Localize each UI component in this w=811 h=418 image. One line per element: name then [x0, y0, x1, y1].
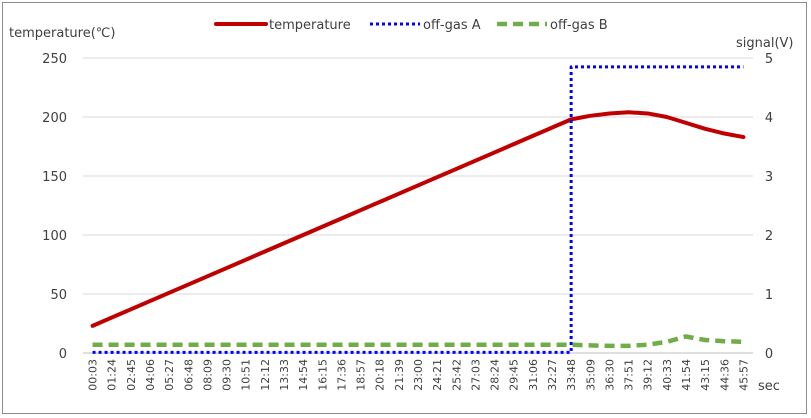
x-axis-tick-label: 06:48: [182, 359, 195, 391]
left-axis-tick-label: 100: [42, 229, 67, 244]
x-axis-tick-label: 10:51: [240, 359, 253, 391]
x-axis-tick-label: 02:45: [125, 359, 138, 391]
gridlines: [83, 57, 753, 354]
x-axis-tick-label: 39:12: [642, 359, 655, 391]
x-axis-tick-label: 01:24: [106, 359, 119, 391]
x-axis-tick-label: 21:39: [393, 359, 406, 391]
right-axis-tick-label: 4: [765, 111, 773, 126]
x-axis-label: sec: [758, 379, 780, 394]
x-axis-tick-label: 04:06: [144, 359, 157, 391]
x-axis-ticks: 00:03 01:24 02:45 04:06 05:27 06:48 08:09 09:30…: [87, 359, 751, 391]
x-axis-tick-label: 14:54: [297, 359, 310, 391]
x-axis-tick-label: 41:54: [680, 359, 693, 391]
series-line-off-gas-a: [92, 65, 744, 354]
x-axis-tick-label: 09:30: [221, 359, 234, 391]
x-axis-tick-label: 45:57: [737, 359, 750, 391]
left-axis-ticks: 0 50 100 150 200 250: [42, 52, 67, 362]
x-axis-tick-label: 44:36: [718, 359, 731, 391]
x-axis-tick-label: 43:15: [699, 359, 712, 391]
x-axis-tick-label: 18:57: [355, 359, 368, 391]
series-line-off-gas-b: [92, 334, 744, 349]
left-axis-tick-label: 250: [42, 52, 67, 67]
x-axis-tick-label: 05:27: [163, 359, 176, 391]
left-axis-tick-label: 150: [42, 170, 67, 185]
series-line-temperature: [90, 110, 746, 328]
right-axis-label: signal(V): [736, 36, 794, 51]
x-axis-tick-label: 36:30: [603, 359, 616, 391]
legend-label: temperature: [269, 18, 351, 33]
legend-label: off-gas A: [423, 18, 481, 33]
right-axis-ticks: 0 1 2 3 4 5: [765, 52, 773, 362]
left-axis-label: temperature(℃): [9, 26, 115, 41]
x-axis-tick-label: 40:33: [661, 359, 674, 391]
left-axis-tick-label: 50: [50, 288, 67, 303]
legend-label: off-gas B: [550, 18, 608, 33]
x-axis-tick-label: 00:03: [87, 359, 100, 391]
x-axis-tick-label: 12:12: [259, 359, 272, 391]
x-axis-tick-label: 28:24: [489, 359, 502, 391]
left-axis-tick-label: 200: [42, 111, 67, 126]
x-axis-tick-label: 27:03: [469, 359, 482, 391]
x-axis-tick-label: 24:21: [431, 359, 444, 391]
x-axis-tick-label: 31:06: [527, 359, 540, 391]
x-axis-tick-label: 16:15: [316, 359, 329, 391]
x-axis-tick-label: 25:42: [450, 359, 463, 391]
right-axis-tick-label: 1: [765, 288, 773, 303]
x-axis-tick-label: 20:18: [374, 359, 387, 391]
line-chart: 0 50 100 150 200 250 0 1 2 3 4 5 00:03 01:24 02:45 04…: [9, 18, 794, 394]
legend: temperature off-gas A off-gas B: [214, 18, 608, 33]
x-axis-tick-label: 23:00: [412, 359, 425, 391]
left-axis-tick-label: 0: [59, 347, 67, 362]
x-axis-tick-label: 33:48: [565, 359, 578, 391]
x-axis-tick-label: 35:09: [584, 359, 597, 391]
x-axis-tick-label: 13:33: [278, 359, 291, 391]
x-axis-tick-label: 29:45: [508, 359, 521, 391]
x-axis-tick-label: 37:51: [623, 359, 636, 391]
x-axis-tick-label: 08:09: [201, 359, 214, 391]
right-axis-tick-label: 5: [765, 52, 773, 67]
x-axis-tick-label: 32:27: [546, 359, 559, 391]
right-axis-tick-label: 2: [765, 229, 773, 244]
series-lines: [90, 65, 746, 354]
chart-frame: 0 50 100 150 200 250 0 1 2 3 4 5 00:03 01:24 02:45 04…: [2, 2, 807, 414]
x-axis-tick-label: 17:36: [335, 359, 348, 391]
right-axis-tick-label: 3: [765, 170, 773, 185]
right-axis-tick-label: 0: [765, 347, 773, 362]
